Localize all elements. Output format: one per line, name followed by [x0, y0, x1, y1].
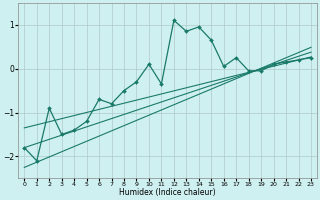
X-axis label: Humidex (Indice chaleur): Humidex (Indice chaleur)	[119, 188, 216, 197]
